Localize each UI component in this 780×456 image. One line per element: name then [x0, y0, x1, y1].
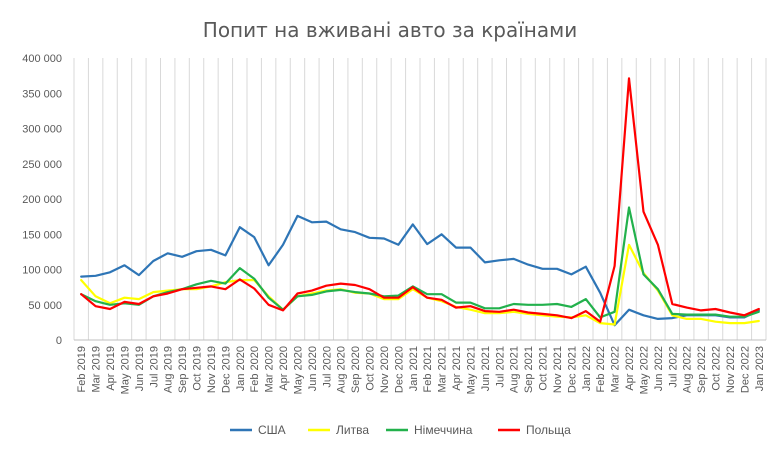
x-tick-label: Apr 2021 — [451, 346, 463, 391]
y-tick-label: 150 000 — [22, 229, 62, 241]
x-tick-label: Jan 2023 — [754, 346, 766, 391]
x-tick-label: Dec 2019 — [220, 346, 232, 393]
y-tick-label: 400 000 — [22, 53, 62, 65]
x-tick-label: Sep 2021 — [523, 346, 535, 393]
x-tick-label: Feb 2022 — [595, 346, 607, 392]
x-tick-label: Jun 2020 — [307, 346, 319, 391]
x-tick-label: Oct 2020 — [365, 346, 377, 391]
x-tick-label: May 2020 — [292, 346, 304, 394]
y-tick-label: 0 — [56, 335, 62, 347]
x-tick-label: Jan 2020 — [235, 346, 247, 391]
x-tick-label: May 2022 — [638, 346, 650, 394]
x-tick-label: Nov 2019 — [206, 346, 218, 393]
x-tick-label: Nov 2022 — [725, 346, 737, 393]
x-tick-label: Aug 2019 — [163, 346, 175, 393]
y-tick-label: 300 000 — [22, 124, 62, 136]
x-tick-label: Oct 2019 — [192, 346, 204, 391]
legend-label: Литва — [336, 423, 369, 437]
x-tick-label: Jun 2021 — [480, 346, 492, 391]
x-tick-label: Jun 2019 — [134, 346, 146, 391]
x-tick-label: Feb 2021 — [422, 346, 434, 392]
x-tick-label: Mar 2020 — [264, 346, 276, 392]
y-tick-label: 200 000 — [22, 194, 62, 206]
x-tick-label: Aug 2021 — [509, 346, 521, 393]
series-line — [80, 214, 760, 327]
x-tick-label: Aug 2020 — [336, 346, 348, 393]
y-tick-label: 250 000 — [22, 159, 62, 171]
x-tick-label: Jul 2019 — [148, 346, 160, 388]
x-tick-label: Mar 2022 — [610, 346, 622, 392]
x-tick-label: Mar 2019 — [91, 346, 103, 392]
x-tick-label: Jul 2020 — [321, 346, 333, 388]
x-tick-label: Dec 2020 — [393, 346, 405, 393]
x-tick-label: Mar 2021 — [437, 346, 449, 392]
x-tick-label: Oct 2022 — [711, 346, 723, 391]
x-tick-label: Sep 2022 — [696, 346, 708, 393]
x-tick-label: Jul 2021 — [494, 346, 506, 388]
x-tick-label: Feb 2020 — [249, 346, 261, 392]
legend-label: США — [258, 423, 286, 437]
series-line — [80, 77, 760, 323]
chart-title: Попит на вживані авто за країнами — [202, 18, 578, 42]
x-tick-label: Apr 2022 — [624, 346, 636, 391]
x-tick-label: May 2019 — [119, 346, 131, 394]
x-tick-label: Oct 2021 — [538, 346, 550, 391]
y-tick-label: 350 000 — [22, 88, 62, 100]
legend-label: Німеччина — [414, 423, 473, 437]
x-tick-label: Jun 2022 — [653, 346, 665, 391]
x-tick-label: Sep 2019 — [177, 346, 189, 393]
y-tick-label: 50 000 — [28, 300, 62, 312]
legend-label: Польща — [526, 423, 571, 437]
x-tick-label: May 2021 — [465, 346, 477, 394]
x-tick-label: Feb 2019 — [76, 346, 88, 392]
x-tick-label: Dec 2022 — [739, 346, 751, 393]
x-tick-label: Jan 2022 — [581, 346, 593, 391]
x-tick-label: Nov 2021 — [552, 346, 564, 393]
y-tick-label: 100 000 — [22, 265, 62, 277]
x-tick-label: Sep 2020 — [350, 346, 362, 393]
x-tick-label: Nov 2020 — [379, 346, 391, 393]
x-tick-label: Jul 2022 — [667, 346, 679, 388]
x-tick-label: Apr 2019 — [105, 346, 117, 391]
x-tick-label: Apr 2020 — [278, 346, 290, 391]
x-tick-label: Jan 2021 — [408, 346, 420, 391]
x-tick-label: Aug 2022 — [682, 346, 694, 393]
x-tick-label: Dec 2021 — [566, 346, 578, 393]
series-line — [80, 206, 760, 319]
